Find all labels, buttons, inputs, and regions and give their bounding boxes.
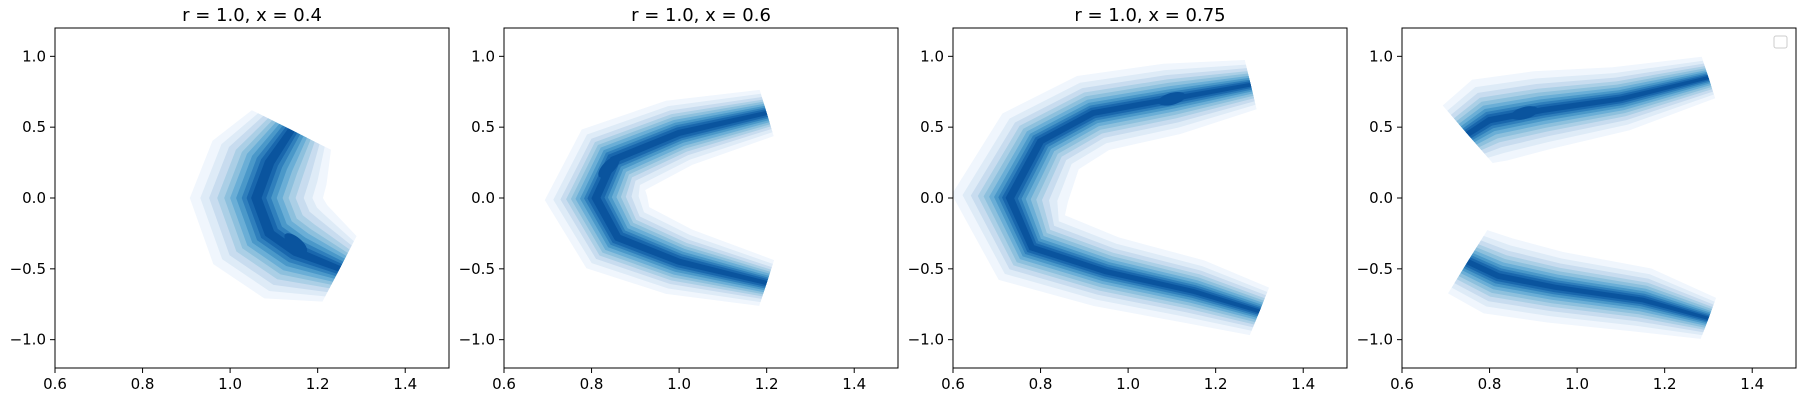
x-tick-label: 1.2 bbox=[1204, 375, 1228, 393]
contour-level-9-lobe-2 bbox=[1465, 257, 1710, 322]
y-tick-label: −1.0 bbox=[459, 331, 495, 349]
x-tick-label: 1.2 bbox=[755, 375, 779, 393]
density-peak bbox=[1510, 106, 1539, 120]
density-peak bbox=[1158, 91, 1186, 106]
x-tick-label: 1.0 bbox=[1565, 375, 1589, 393]
density-contours bbox=[1442, 56, 1717, 339]
y-tick-label: 0.0 bbox=[22, 189, 46, 207]
y-tick-label: 1.0 bbox=[22, 47, 46, 65]
y-tick-label: −1.0 bbox=[10, 331, 46, 349]
subplot-4: 0.6 0.8 1.0 1.2 1.4 −1.0 −0.5 0.0 0.5 1.0 bbox=[1357, 27, 1797, 393]
contour-level-10-lobe-2 bbox=[1466, 259, 1709, 320]
x-tick-label: 0.8 bbox=[131, 375, 155, 393]
y-tick-label: −1.0 bbox=[908, 331, 944, 349]
subplot-title: r = 1.0, x = 0.6 bbox=[631, 5, 771, 26]
x-tick-label: 1.4 bbox=[393, 375, 417, 393]
contour-level-10 bbox=[591, 111, 768, 285]
y-tick-label: 0.5 bbox=[22, 118, 46, 136]
x-tick-label: 1.4 bbox=[1740, 375, 1764, 393]
y-tick-label: 0.5 bbox=[1369, 118, 1393, 136]
subplot-2: 0.6 0.8 1.0 1.2 1.4 −1.0 −0.5 0.0 0.5 1.0 r = 1.0,… bbox=[459, 5, 899, 393]
subplot-title: r = 1.0, x = 0.4 bbox=[182, 5, 322, 26]
x-tick-label: 0.6 bbox=[492, 375, 516, 393]
contour-level-10-lobe-1 bbox=[1465, 76, 1709, 137]
y-tick-label: 1.0 bbox=[471, 47, 495, 65]
x-tick-label: 1.0 bbox=[218, 375, 242, 393]
y-tick-label: −0.5 bbox=[459, 260, 495, 278]
y-tick-label: 0.0 bbox=[920, 189, 944, 207]
y-tick-label: −1.0 bbox=[1357, 331, 1393, 349]
legend-box bbox=[1773, 35, 1788, 49]
density-contours bbox=[189, 110, 357, 302]
y-tick-label: 0.5 bbox=[920, 118, 944, 136]
x-tick-label: 0.8 bbox=[1478, 375, 1502, 393]
y-tick-label: 0.0 bbox=[471, 189, 495, 207]
x-tick-label: 1.4 bbox=[842, 375, 866, 393]
y-tick-label: 1.0 bbox=[920, 47, 944, 65]
subplot-title: r = 1.0, x = 0.75 bbox=[1074, 5, 1225, 26]
subplot-1: 0.6 0.8 1.0 1.2 1.4 −1.0 −0.5 0.0 0.5 1.0 r = 1.0,… bbox=[10, 5, 450, 393]
x-tick-label: 1.2 bbox=[1653, 375, 1677, 393]
y-tick-label: 0.5 bbox=[471, 118, 495, 136]
density-peak bbox=[598, 156, 620, 178]
x-tick-label: 0.8 bbox=[580, 375, 604, 393]
x-tick-label: 1.0 bbox=[1116, 375, 1140, 393]
density-contours bbox=[953, 60, 1270, 336]
y-tick-label: −0.5 bbox=[908, 260, 944, 278]
subplot-3: 0.6 0.8 1.0 1.2 1.4 −1.0 −0.5 0.0 0.5 1.0 r = 1.0,… bbox=[908, 5, 1348, 393]
y-tick-label: −0.5 bbox=[10, 260, 46, 278]
x-tick-label: 1.2 bbox=[306, 375, 330, 393]
y-tick-label: 0.0 bbox=[1369, 189, 1393, 207]
density-contours bbox=[544, 89, 775, 306]
y-tick-label: −0.5 bbox=[1357, 260, 1393, 278]
x-tick-label: 0.6 bbox=[941, 375, 965, 393]
x-tick-label: 0.6 bbox=[1390, 375, 1414, 393]
y-tick-label: 1.0 bbox=[1369, 47, 1393, 65]
x-tick-label: 1.4 bbox=[1291, 375, 1315, 393]
density-peak bbox=[284, 233, 308, 254]
x-tick-label: 1.0 bbox=[667, 375, 691, 393]
x-tick-label: 0.8 bbox=[1029, 375, 1053, 393]
x-tick-label: 0.6 bbox=[43, 375, 67, 393]
contour-level-10 bbox=[251, 128, 341, 272]
